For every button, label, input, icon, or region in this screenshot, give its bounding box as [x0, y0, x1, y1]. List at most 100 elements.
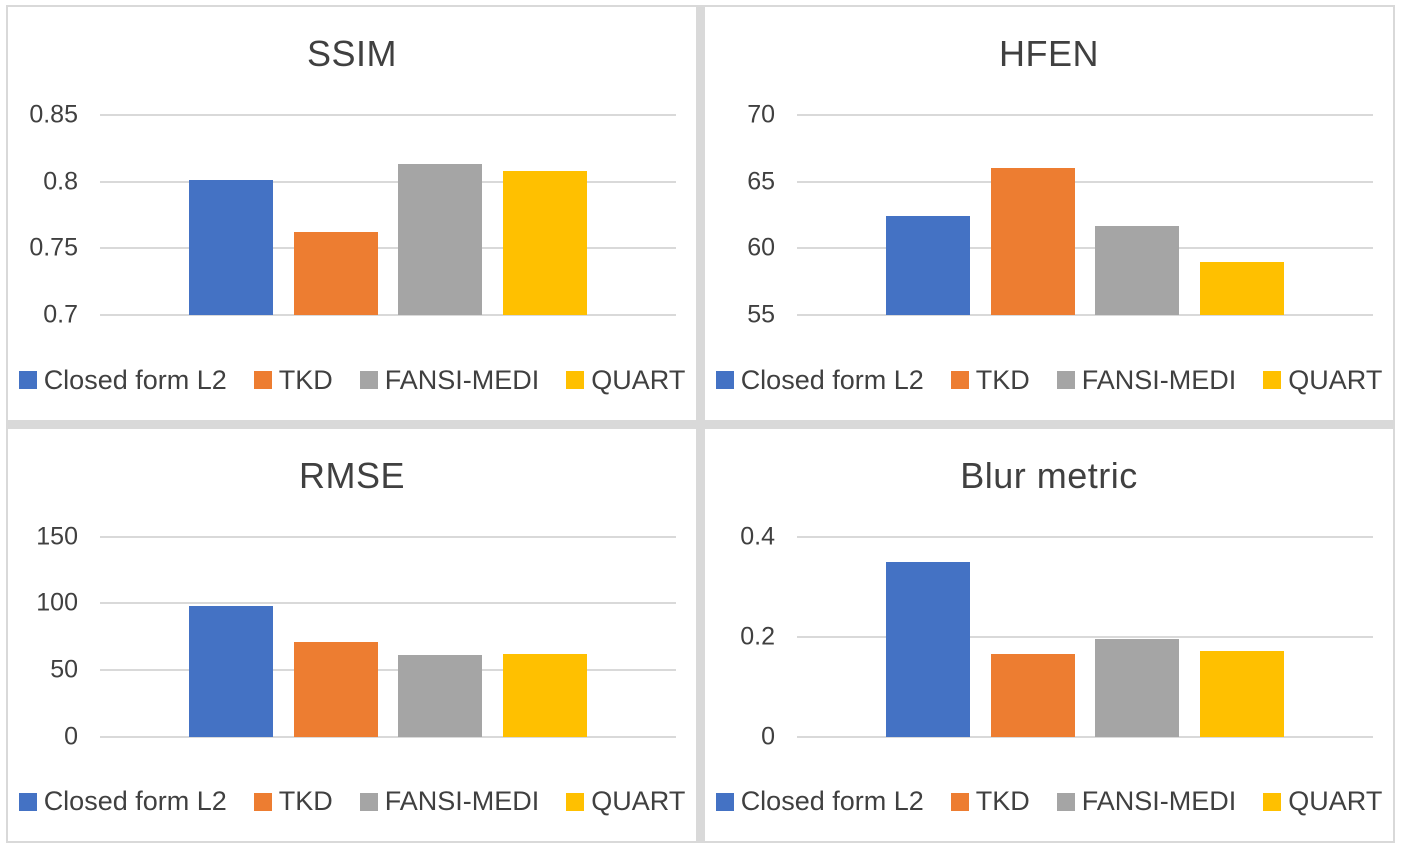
bar-fansi-medi [1095, 639, 1180, 737]
bar-tkd [293, 232, 378, 315]
legend-swatch-icon [1263, 792, 1282, 811]
legend-label: Closed form L2 [43, 364, 227, 395]
chart-panel-ssim: SSIM 0.7 0.75 0.8 0.85 Closed form L2 TKD FAN… [6, 5, 698, 422]
y-axis-tick-label: 60 [747, 233, 775, 262]
legend-item-closed-form-l2: Closed form L2 [715, 364, 924, 395]
chart-panel-blur-metric: Blur metric 0 0.2 0.4 Closed form L2 TKD FAN… [703, 426, 1395, 843]
y-axis-tick-label: 0.7 [43, 300, 78, 329]
bar-fansi-medi [398, 164, 483, 315]
y-axis-tick-label: 0.2 [740, 622, 775, 650]
gridline [100, 114, 676, 116]
bar-closed-form-l2 [886, 561, 971, 737]
legend-swatch-icon [253, 371, 272, 389]
legend-swatch-icon [1056, 371, 1075, 389]
legend-item-tkd: TKD [950, 366, 1030, 394]
legend-item-closed-form-l2: Closed form L2 [18, 364, 227, 395]
legend-label: FANSI-MEDI [1081, 364, 1237, 395]
gridline [797, 735, 1373, 738]
plot-area-ssim: 0.7 0.75 0.8 0.85 [29, 102, 676, 327]
y-axis-tick-label: 0.4 [740, 522, 775, 550]
legend-item-fansi-medi: FANSI-MEDI [1056, 786, 1237, 816]
gridline [100, 247, 676, 250]
legend-swatch-icon [566, 792, 585, 811]
bar-tkd [293, 641, 378, 737]
legend-label: TKD [975, 786, 1030, 816]
y-axis-tick-label: 70 [747, 100, 775, 129]
bar-closed-form-l2 [189, 605, 274, 737]
y-axis-tick-label: 0 [64, 722, 78, 750]
y-axis-tick-label: 150 [36, 522, 78, 550]
legend-swatch-icon [950, 371, 969, 389]
chart-panel-rmse: RMSE 0 50 100 150 Closed form L2 TKD FANSI-ME… [6, 426, 698, 843]
legend-label: Closed form L2 [740, 786, 924, 816]
y-axis-tick-label: 0.85 [29, 100, 78, 129]
bar-quart [1199, 261, 1284, 315]
legend-item-quart: QUART [1263, 364, 1383, 395]
legend-blur-metric: Closed form L2 TKD FANSI-MEDI QUART [705, 788, 1393, 815]
legend-item-quart: QUART [566, 364, 686, 395]
bar-tkd [990, 168, 1075, 315]
plot-area-hfen: 55 60 65 70 [747, 102, 1373, 327]
y-axis-tick-label: 0.75 [29, 233, 78, 262]
bar-quart [502, 171, 587, 315]
legend-hfen: Closed form L2 TKD FANSI-MEDI QUART [705, 364, 1393, 395]
legend-rmse: Closed form L2 TKD FANSI-MEDI QUART [8, 788, 696, 815]
legend-item-tkd: TKD [253, 366, 333, 394]
legend-label: QUART [591, 364, 686, 395]
chart-title-rmse: RMSE [298, 454, 405, 496]
legend-swatch-icon [1263, 371, 1282, 389]
y-axis-tick-label: 0 [761, 722, 775, 750]
legend-ssim: Closed form L2 TKD FANSI-MEDI QUART [8, 364, 696, 395]
legend-swatch-icon [359, 792, 378, 811]
legend-label: Closed form L2 [740, 364, 924, 395]
bar-quart [1199, 650, 1284, 737]
legend-swatch-icon [18, 371, 37, 389]
y-axis-tick-label: 65 [747, 167, 775, 196]
legend-label: TKD [278, 786, 333, 816]
legend-label: Closed form L2 [43, 786, 227, 816]
chart-title-hfen: HFEN [999, 33, 1099, 74]
legend-item-fansi-medi: FANSI-MEDI [1056, 364, 1237, 395]
y-axis-tick-label: 55 [747, 300, 775, 329]
gridline [100, 314, 676, 316]
legend-item-tkd: TKD [253, 786, 333, 816]
gridline [797, 314, 1373, 316]
legend-swatch-icon [715, 792, 734, 811]
legend-swatch-icon [359, 371, 378, 389]
chart-title-blur-metric: Blur metric [960, 454, 1138, 496]
gridline [797, 114, 1373, 116]
gridline [100, 535, 676, 538]
bar-quart [502, 653, 587, 737]
gridline [797, 535, 1373, 538]
legend-swatch-icon [566, 371, 585, 389]
gridline [100, 735, 676, 738]
chart-title-ssim: SSIM [306, 33, 397, 74]
legend-swatch-icon [715, 371, 734, 389]
bar-fansi-medi [1095, 225, 1180, 315]
legend-item-closed-form-l2: Closed form L2 [715, 786, 924, 816]
legend-label: FANSI-MEDI [1081, 786, 1237, 816]
legend-label: QUART [1288, 786, 1383, 816]
legend-swatch-icon [18, 792, 37, 811]
legend-item-tkd: TKD [950, 786, 1030, 816]
legend-item-fansi-medi: FANSI-MEDI [359, 364, 540, 395]
legend-label: QUART [591, 786, 686, 816]
y-axis-tick-label: 0.8 [43, 167, 78, 196]
legend-swatch-icon [950, 792, 969, 811]
legend-label: FANSI-MEDI [384, 786, 540, 816]
chart-panel-hfen: HFEN 55 60 65 70 Closed form L2 TKD FANSI-MED… [703, 5, 1395, 422]
legend-swatch-icon [253, 792, 272, 811]
gridline [797, 180, 1373, 183]
gridline [100, 602, 676, 605]
y-axis-tick-label: 100 [36, 588, 78, 617]
gridline [797, 635, 1373, 638]
legend-item-fansi-medi: FANSI-MEDI [359, 786, 540, 816]
legend-label: FANSI-MEDI [384, 364, 540, 395]
bar-closed-form-l2 [189, 180, 274, 315]
legend-label: QUART [1288, 364, 1383, 395]
chart-grid: SSIM 0.7 0.75 0.8 0.85 Closed form L2 TKD FAN… [6, 5, 1395, 843]
legend-item-quart: QUART [1263, 788, 1382, 815]
y-axis-tick-label: 50 [50, 655, 78, 684]
plot-area-blur-metric: 0 0.2 0.4 [740, 524, 1373, 749]
